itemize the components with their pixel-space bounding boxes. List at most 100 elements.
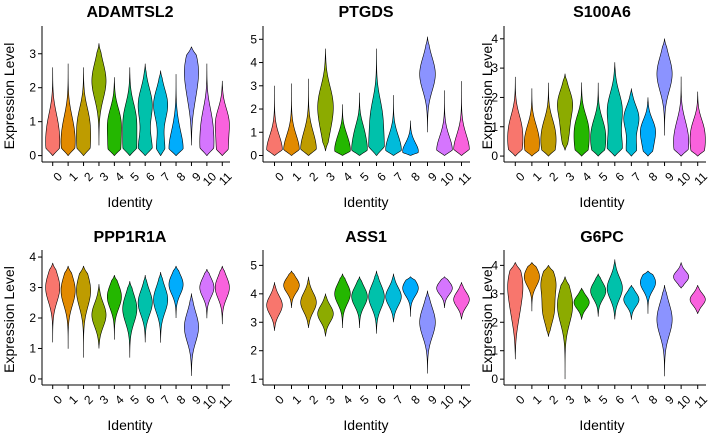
x-tick-label: 2 (306, 169, 321, 184)
violin-cluster-9 (656, 284, 673, 377)
y-tick-label: 0 (29, 372, 36, 386)
violin-cluster-1 (523, 88, 540, 157)
x-tick-label: 3 (97, 169, 112, 184)
y-tick-label: 1 (491, 120, 498, 134)
violin-cluster-6 (368, 48, 385, 156)
y-tick-label: 2 (29, 311, 36, 325)
y-tick-label: 4 (29, 250, 36, 264)
x-tick-label: 4 (112, 169, 127, 184)
x-axis-title: Identity (107, 194, 152, 210)
violin-cluster-7 (153, 70, 169, 156)
y-tick-label: 3 (250, 79, 257, 93)
violin-cluster-0 (507, 262, 524, 360)
violin-cluster-5 (351, 276, 368, 328)
x-tick-label: 6 (374, 392, 389, 407)
x-tick-label: 1 (66, 169, 81, 184)
x-tick-label: 10 (437, 169, 457, 189)
violin-cluster-8 (168, 74, 184, 156)
x-tick-label: 4 (340, 169, 355, 184)
y-tick-label: 1 (250, 125, 257, 139)
x-tick-label: 0 (513, 169, 528, 184)
violin-cluster-10 (199, 63, 215, 156)
x-tick-label: 2 (306, 392, 321, 407)
x-tick-label: 5 (357, 169, 372, 184)
x-tick-label: 5 (128, 392, 143, 407)
x-tick-label: 0 (513, 392, 528, 407)
violin-cluster-1 (523, 262, 540, 312)
x-tick-label: 3 (97, 392, 112, 407)
x-tick-label: 9 (425, 169, 440, 184)
x-tick-label: 7 (158, 392, 173, 407)
violin-cluster-3 (557, 73, 573, 151)
x-tick-label: 7 (391, 169, 406, 184)
violin-cluster-2 (540, 265, 557, 337)
violin-cluster-5 (122, 281, 138, 358)
chart-title: ASS1 (345, 229, 387, 246)
violin-cluster-5 (590, 82, 607, 157)
x-tick-label: 4 (579, 169, 594, 184)
x-tick-label: 8 (174, 392, 189, 407)
x-tick-label: 2 (81, 169, 96, 184)
violin-cluster-5 (590, 273, 607, 317)
y-tick-label: 0 (491, 149, 498, 163)
violin-cluster-11 (453, 282, 470, 320)
y-tick-label: 0 (250, 149, 257, 163)
violin-cluster-9 (184, 293, 199, 376)
violin-cluster-8 (640, 270, 656, 314)
violin-cluster-5 (351, 92, 368, 156)
x-tick-label: 4 (340, 392, 355, 407)
violin-cluster-3 (91, 284, 107, 349)
chart-title: ADAMTSL2 (86, 4, 173, 21)
y-tick-label: 2 (491, 315, 498, 329)
chart-title: PTGDS (338, 4, 393, 21)
x-tick-label: 11 (455, 392, 474, 411)
x-tick-label: 3 (323, 392, 338, 407)
violin-cluster-10 (673, 262, 690, 289)
violin-cluster-9 (419, 36, 436, 133)
x-tick-label: 5 (128, 169, 143, 184)
y-tick-label: 1 (250, 372, 257, 386)
y-tick-label: 5 (250, 258, 257, 272)
violin-cluster-8 (402, 120, 419, 156)
violin-cluster-0 (266, 282, 283, 331)
x-tick-label: 11 (691, 169, 709, 188)
violin-cluster-11 (214, 80, 230, 156)
y-tick-label: 3 (29, 281, 36, 295)
x-tick-label: 8 (646, 392, 661, 407)
y-tick-label: 5 (250, 32, 257, 46)
y-axis-title: Expression Level (479, 266, 495, 373)
violin-cluster-7 (153, 271, 169, 343)
x-tick-label: 4 (579, 392, 594, 407)
x-tick-label: 5 (596, 169, 611, 184)
violin-cluster-2 (300, 276, 317, 328)
y-tick-label: 1 (29, 115, 36, 129)
y-tick-label: 4 (250, 287, 257, 301)
violin-cluster-7 (385, 273, 402, 323)
violin-cluster-2 (76, 265, 91, 358)
violin-cluster-7 (623, 284, 640, 320)
x-tick-label: 0 (50, 169, 65, 184)
violin-cluster-11 (214, 265, 230, 325)
x-tick-label: 3 (323, 169, 338, 184)
y-axis-title: Expression Level (479, 43, 495, 150)
x-axis-title: Identity (343, 194, 388, 210)
y-tick-label: 2 (29, 81, 36, 95)
x-tick-label: 0 (50, 392, 65, 407)
y-tick-label: 3 (29, 47, 36, 61)
x-tick-label: 5 (596, 392, 611, 407)
violin-cluster-4 (106, 77, 122, 156)
x-tick-label: 2 (546, 169, 561, 184)
x-tick-label: 11 (216, 169, 235, 188)
x-tick-label: 0 (272, 169, 287, 184)
violin-cluster-0 (507, 76, 524, 157)
violin-cluster-6 (137, 275, 153, 343)
chart-title: S100A6 (573, 4, 631, 21)
violin-cluster-11 (453, 81, 470, 156)
violin-cluster-8 (402, 276, 419, 317)
x-tick-label: 9 (662, 169, 677, 184)
x-tick-label: 1 (66, 392, 81, 407)
x-axis-title: Identity (579, 194, 624, 210)
